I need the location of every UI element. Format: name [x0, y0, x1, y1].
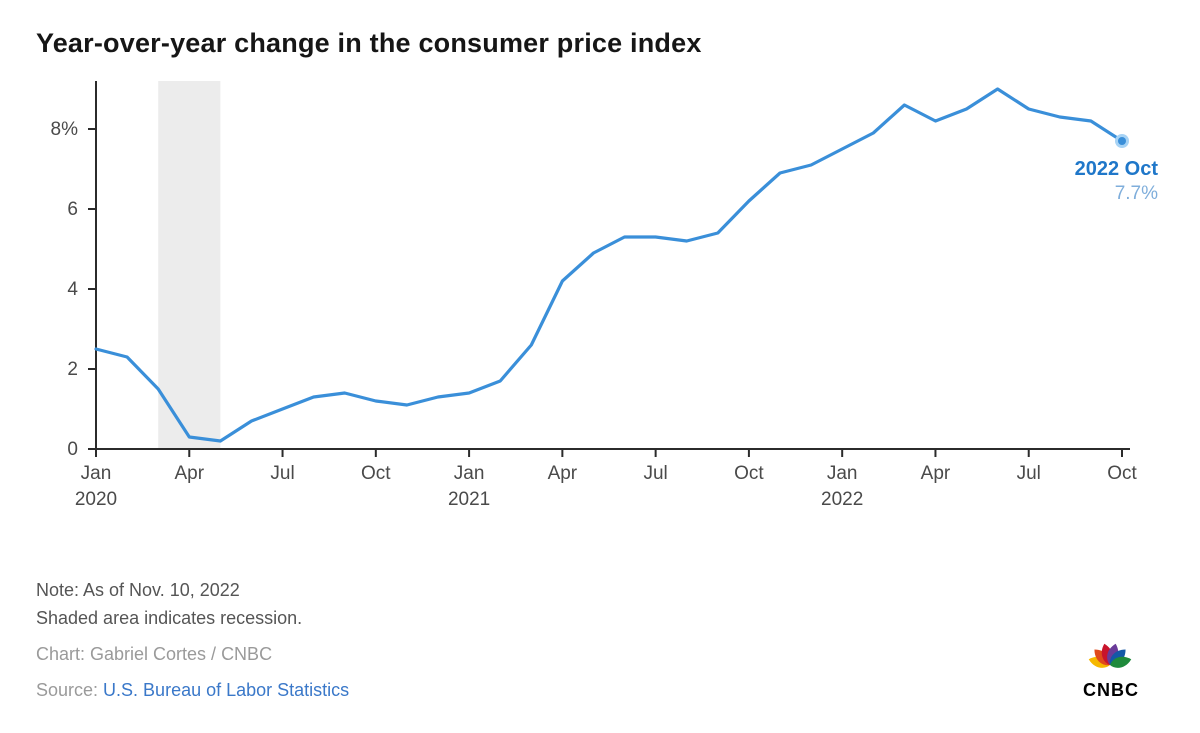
chart-title: Year-over-year change in the consumer pr…: [36, 28, 1164, 59]
x-year-label: 2021: [448, 489, 490, 510]
chart-container: Year-over-year change in the consumer pr…: [0, 0, 1200, 733]
note-line-1: Note: As of Nov. 10, 2022: [36, 577, 1164, 605]
x-tick-label: Jan: [827, 463, 858, 484]
source-link[interactable]: U.S. Bureau of Labor Statistics: [103, 680, 349, 700]
x-tick-label: Apr: [921, 463, 951, 484]
x-tick-label: Oct: [734, 463, 764, 484]
x-tick-label: Apr: [548, 463, 578, 484]
x-tick-label: Oct: [361, 463, 391, 484]
source-label: Source:: [36, 680, 103, 700]
x-tick-label: Oct: [1107, 463, 1137, 484]
chart-credit: Chart: Gabriel Cortes / CNBC: [36, 641, 1164, 669]
logo-text: CNBC: [1082, 681, 1140, 699]
line-chart-svg: 0 2 4 6 8% Jan Apr Jul Oct Jan Apr Jul Oct Jan Apr Jul O…: [36, 69, 1164, 549]
chart-footer: Note: As of Nov. 10, 2022 Shaded area in…: [36, 577, 1164, 705]
peacock-icon: [1080, 637, 1140, 681]
callout-value: 7.7%: [1115, 183, 1158, 204]
chart-area: 0 2 4 6 8% Jan Apr Jul Oct Jan Apr Jul Oct Jan Apr Jul O…: [36, 69, 1164, 549]
y-tick-label: 8%: [51, 119, 79, 140]
y-tick-label: 2: [67, 359, 78, 380]
y-tick-label: 6: [67, 199, 78, 220]
x-tick-label: Jan: [81, 463, 112, 484]
x-tick-label: Jul: [1017, 463, 1041, 484]
x-tick-label: Jan: [454, 463, 485, 484]
recession-shade: [158, 81, 220, 449]
chart-source: Source: U.S. Bureau of Labor Statistics: [36, 677, 1164, 705]
x-year-label: 2020: [75, 489, 117, 510]
callout-date: 2022 Oct: [1075, 158, 1159, 180]
x-year-label: 2022: [821, 489, 863, 510]
cpi-line: [96, 89, 1122, 441]
x-tick-label: Apr: [174, 463, 204, 484]
y-tick-label: 4: [67, 279, 78, 300]
note-line-2: Shaded area indicates recession.: [36, 605, 1164, 633]
cnbc-logo: CNBC: [1080, 637, 1140, 699]
x-tick-label: Jul: [270, 463, 294, 484]
y-tick-label: 0: [67, 439, 78, 460]
end-marker-dot: [1118, 137, 1126, 145]
x-tick-label: Jul: [643, 463, 667, 484]
